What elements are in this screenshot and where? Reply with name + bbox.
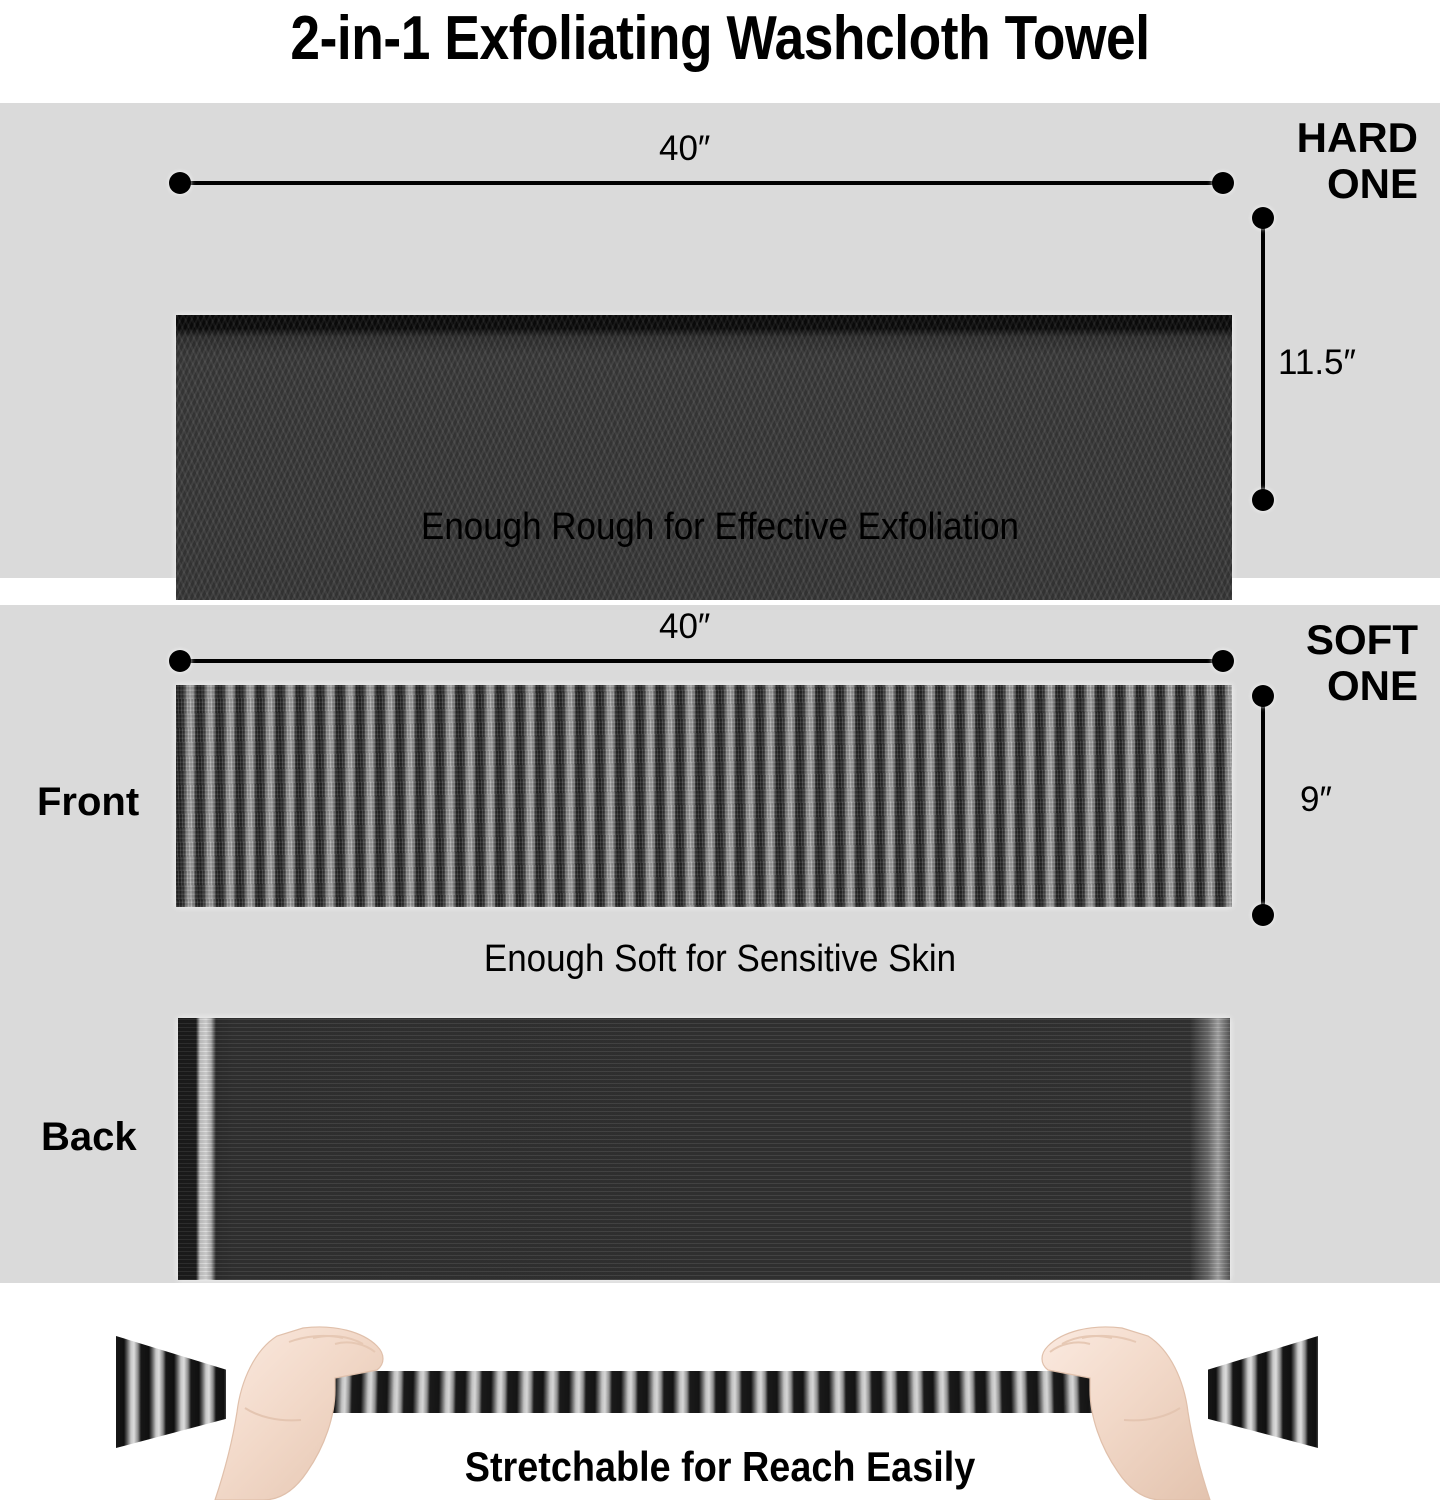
towel-image-back <box>178 1018 1230 1280</box>
hard-width-dot-right <box>1212 172 1234 194</box>
panel-soft-one: 40″ 9″ SOFT ONE Front Back Enough Soft f… <box>0 605 1440 1283</box>
soft-height-dimension-line <box>1261 696 1265 914</box>
towel-image-front <box>176 685 1232 907</box>
soft-caption: Enough Soft for Sensitive Skin <box>483 938 957 980</box>
soft-width-label: 40″ <box>659 607 711 646</box>
soft-height-dot-bottom <box>1252 904 1274 926</box>
towel-image-hard <box>176 315 1232 600</box>
hard-height-dot-top <box>1252 207 1274 229</box>
soft-one-label: SOFT ONE <box>1306 616 1418 709</box>
hand-right <box>1020 1320 1240 1500</box>
back-label: Back <box>41 1115 137 1159</box>
stretch-caption: Stretchable for Reach Easily <box>464 1443 976 1490</box>
towel-stretched-band <box>299 1371 1131 1414</box>
soft-width-dimension-line <box>188 659 1226 663</box>
hard-width-dimension-line <box>188 181 1226 185</box>
hard-height-dimension-line <box>1261 218 1265 499</box>
hard-one-label: HARD ONE <box>1296 114 1418 207</box>
soft-width-dot-left <box>169 650 191 672</box>
front-label: Front <box>37 780 140 824</box>
soft-width-dot-right <box>1212 650 1234 672</box>
hard-width-dot-left <box>169 172 191 194</box>
panel-hard-one: 40″ 11.5″ HARD ONE Enough Rough for Effe… <box>0 103 1440 600</box>
soft-height-label: 9″ <box>1300 780 1332 819</box>
page-title: 2-in-1 Exfoliating Washcloth Towel <box>290 4 1150 73</box>
hard-height-dot-bottom <box>1252 489 1274 511</box>
hard-width-label: 40″ <box>659 129 711 168</box>
hand-left <box>185 1320 405 1500</box>
hard-height-label: 11.5″ <box>1278 343 1356 382</box>
soft-height-dot-top <box>1252 685 1274 707</box>
hard-caption: Enough Rough for Effective Exfoliation <box>421 506 1019 548</box>
